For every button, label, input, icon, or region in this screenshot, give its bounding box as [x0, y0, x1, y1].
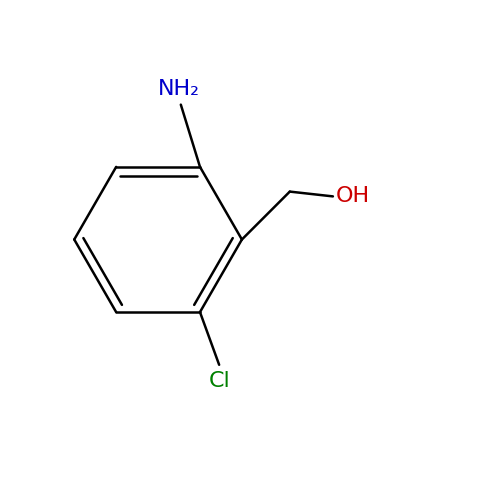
- Text: Cl: Cl: [208, 371, 230, 390]
- Text: OH: OH: [335, 186, 369, 206]
- Text: NH₂: NH₂: [158, 79, 199, 99]
